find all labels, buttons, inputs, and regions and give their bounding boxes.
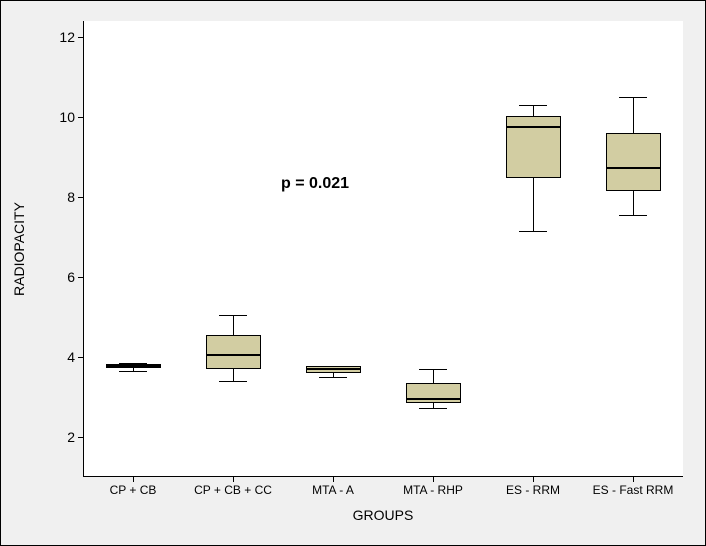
x-axis-title: GROUPS (353, 507, 414, 523)
x-tick-label: ES - RRM (506, 477, 560, 497)
box (206, 335, 261, 369)
x-tick-label: CP + CB + CC (194, 477, 272, 497)
y-tick-label: 12 (59, 29, 83, 45)
y-tick-label: 8 (67, 189, 83, 205)
y-axis-title: RADIOPACITY (11, 202, 27, 296)
box (406, 383, 461, 403)
box (606, 133, 661, 191)
p-value-annotation: p = 0.021 (281, 175, 349, 193)
x-tick-label: MTA - A (312, 477, 354, 497)
y-tick-label: 6 (67, 269, 83, 285)
y-tick-label: 2 (67, 429, 83, 445)
y-tick-label: 4 (67, 349, 83, 365)
plot-area: 24681012CP + CBCP + CB + CCMTA - AMTA - … (83, 21, 683, 477)
x-tick-label: ES - Fast RRM (593, 477, 674, 497)
boxplot-chart: 2 4 6 8 10 12 CP + CB CP + CB + CC MTA - A MTA - … (0, 0, 706, 546)
y-tick-label: 10 (59, 109, 83, 125)
x-tick-label: CP + CB (110, 477, 157, 497)
x-tick-label: MTA - RHP (403, 477, 463, 497)
